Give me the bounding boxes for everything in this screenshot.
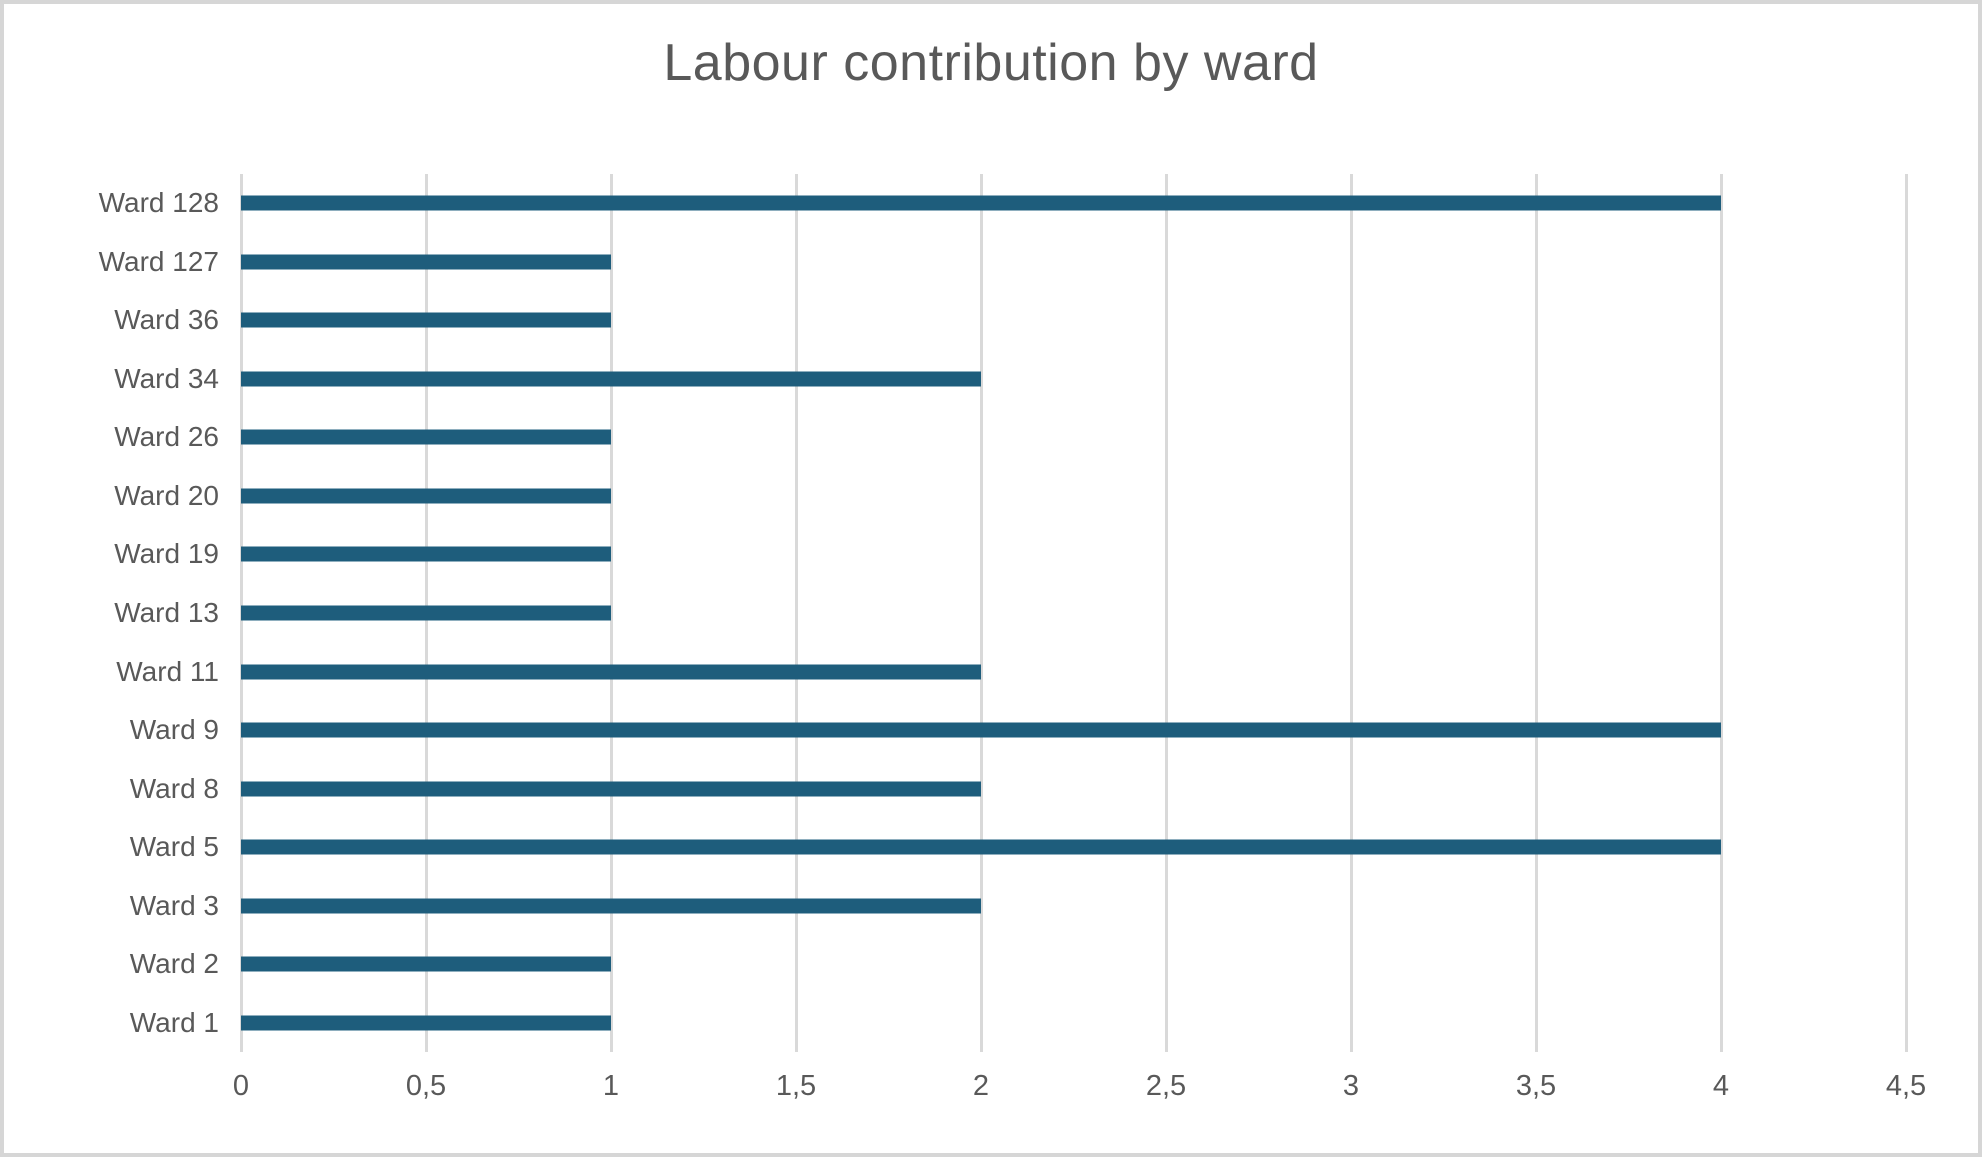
x-tick-label: 0 [232,1070,250,1102]
category-label-ward-5: Ward 5 [129,831,219,863]
gridline [980,174,983,1052]
x-tick-label: 3,5 [1515,1070,1557,1102]
category-label-ward-26: Ward 26 [114,421,219,453]
x-tick-label: 0,5 [405,1070,447,1102]
x-tick-label: 4 [1712,1070,1730,1102]
bar-row [241,350,1906,409]
bar-ward-19 [241,546,611,562]
bar-ward-36 [241,312,611,328]
gridline [1349,174,1353,1052]
bar-row [241,935,1906,994]
x-tick-label: 4,5 [1885,1070,1927,1102]
bar-row [241,642,1906,701]
gridline [794,174,798,1052]
category-label-ward-19: Ward 19 [114,538,219,570]
bar-row [241,408,1906,467]
bar-ward-1 [241,1015,611,1031]
bar-row [241,174,1906,233]
bar-ward-3 [241,898,981,914]
bar-row [241,467,1906,526]
bar-rows [241,174,1906,1052]
category-label-ward-127: Ward 127 [98,245,219,277]
bar-ward-11 [241,664,981,680]
category-axis-labels: Ward 128 Ward 127 Ward 36 Ward 34 Ward 26 War… [4,174,219,1052]
bar-ward-34 [241,371,981,387]
bar-row [241,233,1906,292]
x-tick-label: 2 [972,1070,990,1102]
bar-row [241,291,1906,350]
gridline [1720,174,1723,1052]
x-tick-label: 2,5 [1145,1070,1187,1102]
category-label-ward-3: Ward 3 [129,889,219,921]
bar-row [241,525,1906,584]
category-label-ward-128: Ward 128 [98,187,219,219]
x-tick-label: 3 [1342,1070,1360,1102]
bar-ward-26 [241,429,611,445]
bar-ward-13 [241,605,611,621]
category-label-ward-9: Ward 9 [129,714,219,746]
gridline [1535,174,1538,1052]
category-label-ward-2: Ward 2 [129,948,219,980]
bar-row [241,759,1906,818]
bar-ward-2 [241,956,611,972]
bar-ward-9 [241,722,1721,738]
value-axis-labels: 0 0,5 1 1,5 2 2,5 3 3,5 4 4,5 [233,1070,1926,1130]
category-label-ward-20: Ward 20 [114,479,219,511]
category-label-ward-34: Ward 34 [114,362,219,394]
bar-ward-5 [241,839,1721,855]
category-label-ward-11: Ward 11 [116,655,219,687]
category-label-ward-1: Ward 1 [129,1006,219,1038]
bar-ward-20 [241,488,611,504]
category-label-ward-36: Ward 36 [114,304,219,336]
bar-ward-128 [241,195,1721,211]
gridline [1905,174,1908,1052]
bar-row [241,584,1906,643]
x-tick-label: 1,5 [775,1070,817,1102]
bar-ward-127 [241,254,611,270]
bar-row [241,876,1906,935]
bar-row [241,993,1906,1052]
gridline [610,174,613,1052]
bar-row [241,818,1906,877]
bar-ward-8 [241,781,981,797]
category-label-ward-13: Ward 13 [114,596,219,628]
plot-area [240,174,1908,1052]
bar-row [241,701,1906,760]
x-tick-label: 1 [602,1070,620,1102]
chart-title: Labour contribution by ward [663,34,1319,92]
gridline [1165,174,1168,1052]
category-label-ward-8: Ward 8 [129,772,219,804]
